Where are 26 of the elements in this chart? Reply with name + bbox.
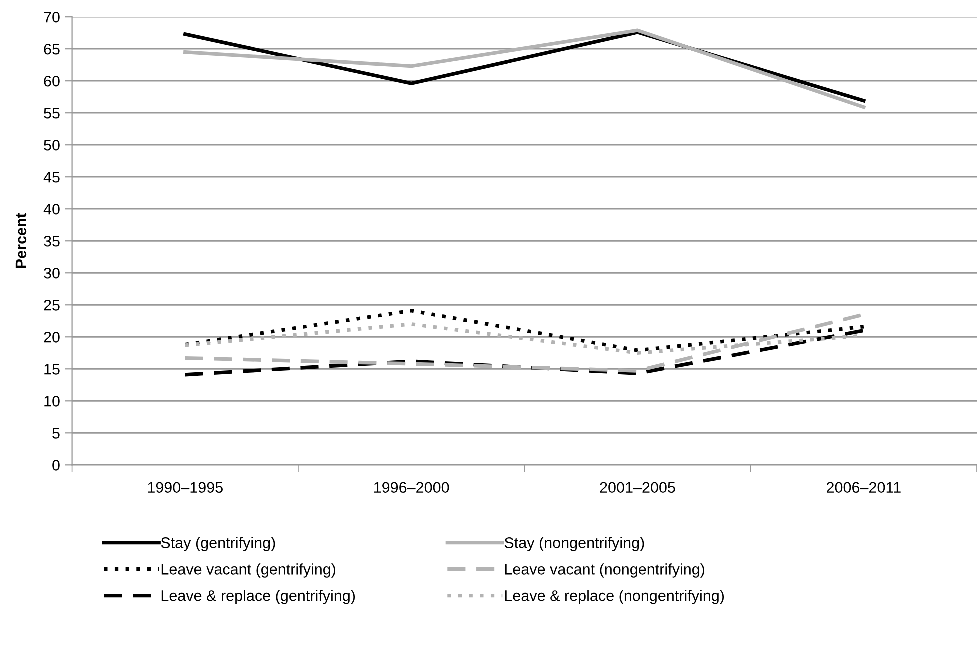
y-tick-label: 55 xyxy=(44,108,60,119)
legend-label: Leave & replace (nongentrifying) xyxy=(505,590,724,604)
x-tick-label: 2006–2011 xyxy=(827,482,901,494)
legend-label: Leave & replace (gentrifying) xyxy=(162,590,356,604)
legend-label: Leave vacant (gentrifying) xyxy=(162,564,336,578)
legend-label: Stay (gentrifying) xyxy=(161,537,276,552)
x-tick-label: 2001–2005 xyxy=(600,482,676,494)
y-tick-label: 50 xyxy=(44,140,60,151)
legend-label: Leave vacant (nongentrifying) xyxy=(505,564,705,578)
y-tick-label: 35 xyxy=(44,236,60,247)
y-tick-label: 25 xyxy=(44,300,60,311)
legend-label: Stay (nongentrifying) xyxy=(504,537,644,552)
x-tick-label: 1996–2000 xyxy=(374,482,450,494)
y-tick-label: 10 xyxy=(44,396,60,407)
y-tick-label: 45 xyxy=(44,172,60,183)
x-tick-label: 1990–1995 xyxy=(148,482,223,494)
y-tick-label: 0 xyxy=(52,460,60,471)
y-tick-label: 5 xyxy=(52,428,60,439)
y-axis-title: Percent xyxy=(16,213,27,268)
y-tick-label: 70 xyxy=(44,12,60,23)
y-tick-label: 30 xyxy=(44,268,60,279)
y-tick-label: 60 xyxy=(44,76,60,87)
y-tick-label: 65 xyxy=(44,44,60,55)
y-tick-label: 15 xyxy=(44,364,60,375)
y-tick-label: 40 xyxy=(44,204,60,215)
y-tick-label: 20 xyxy=(44,332,60,343)
